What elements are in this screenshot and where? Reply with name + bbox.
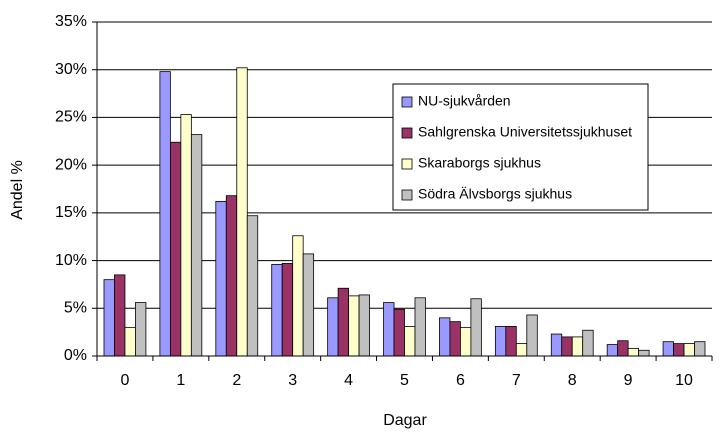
legend-label: Södra Älvsborgs sjukhus <box>418 186 572 202</box>
legend-swatch <box>401 158 413 170</box>
bar <box>683 343 695 357</box>
bar <box>236 67 248 357</box>
legend: NU-sjukvården Sahlgrenska Universitetssju… <box>392 83 649 211</box>
x-tick-label: 2 <box>232 372 241 389</box>
legend-label: Skaraborgs sjukhus <box>418 155 541 171</box>
legend-label: Sahlgrenska Universitetssjukhuset <box>418 124 632 140</box>
x-tick-label: 1 <box>176 372 185 389</box>
bar <box>404 326 416 357</box>
bar <box>494 326 507 357</box>
bar <box>180 114 192 357</box>
bar <box>281 263 294 357</box>
bar <box>159 71 171 357</box>
bar <box>103 279 115 357</box>
bar <box>358 294 370 357</box>
y-axis-label: Andel % <box>9 160 26 220</box>
legend-swatch <box>401 96 413 108</box>
x-tick-label: 10 <box>675 372 693 389</box>
bar <box>225 195 238 357</box>
x-tick-label: 9 <box>624 372 633 389</box>
bar <box>383 302 395 357</box>
bar <box>470 298 482 357</box>
bar <box>662 341 674 357</box>
bar <box>526 314 538 357</box>
bar <box>169 141 182 357</box>
y-tick-label: 0% <box>64 347 87 364</box>
y-tick-label: 20% <box>55 156 87 173</box>
bar <box>550 333 563 357</box>
bar <box>292 235 304 357</box>
legend-label: NU-sjukvården <box>418 93 511 109</box>
x-tick-label: 6 <box>456 372 465 389</box>
bar <box>190 134 203 357</box>
bar <box>337 287 349 357</box>
bar <box>561 336 573 357</box>
x-tick-label: 3 <box>288 372 297 389</box>
x-tick-label: 7 <box>512 372 521 389</box>
bar <box>215 201 227 357</box>
bar <box>638 349 650 357</box>
bar <box>515 343 528 357</box>
legend-box <box>392 83 649 211</box>
legend-swatch <box>401 127 413 139</box>
y-tick-label: 25% <box>55 109 87 126</box>
bar <box>571 336 584 357</box>
bar <box>617 340 629 357</box>
y-tick-label: 30% <box>55 61 87 78</box>
bar <box>582 329 594 357</box>
bar <box>673 343 685 357</box>
x-tick-label: 5 <box>400 372 409 389</box>
y-tick-label: 15% <box>55 204 87 221</box>
bar <box>393 308 405 357</box>
x-tick-label: 8 <box>568 372 577 389</box>
y-tick-label: 10% <box>55 252 87 269</box>
bar <box>302 253 315 357</box>
bar <box>124 326 136 357</box>
x-axis-label: Dagar <box>383 412 427 429</box>
bar <box>439 317 451 357</box>
x-tick-label: 4 <box>344 372 353 389</box>
bar <box>246 215 259 357</box>
bar <box>348 295 360 357</box>
bar <box>271 263 283 357</box>
bar <box>606 344 619 357</box>
bar <box>449 321 461 357</box>
bar <box>627 347 640 357</box>
x-tick-label: 0 <box>121 372 130 389</box>
bar <box>505 326 517 357</box>
y-tick-label: 5% <box>64 300 87 317</box>
bar <box>414 297 426 357</box>
bar <box>327 297 339 357</box>
bar <box>460 326 472 357</box>
bar <box>114 274 126 357</box>
y-tick-label: 35% <box>55 13 87 30</box>
bar <box>694 341 706 357</box>
legend-swatch <box>401 189 413 201</box>
bar <box>135 302 147 357</box>
